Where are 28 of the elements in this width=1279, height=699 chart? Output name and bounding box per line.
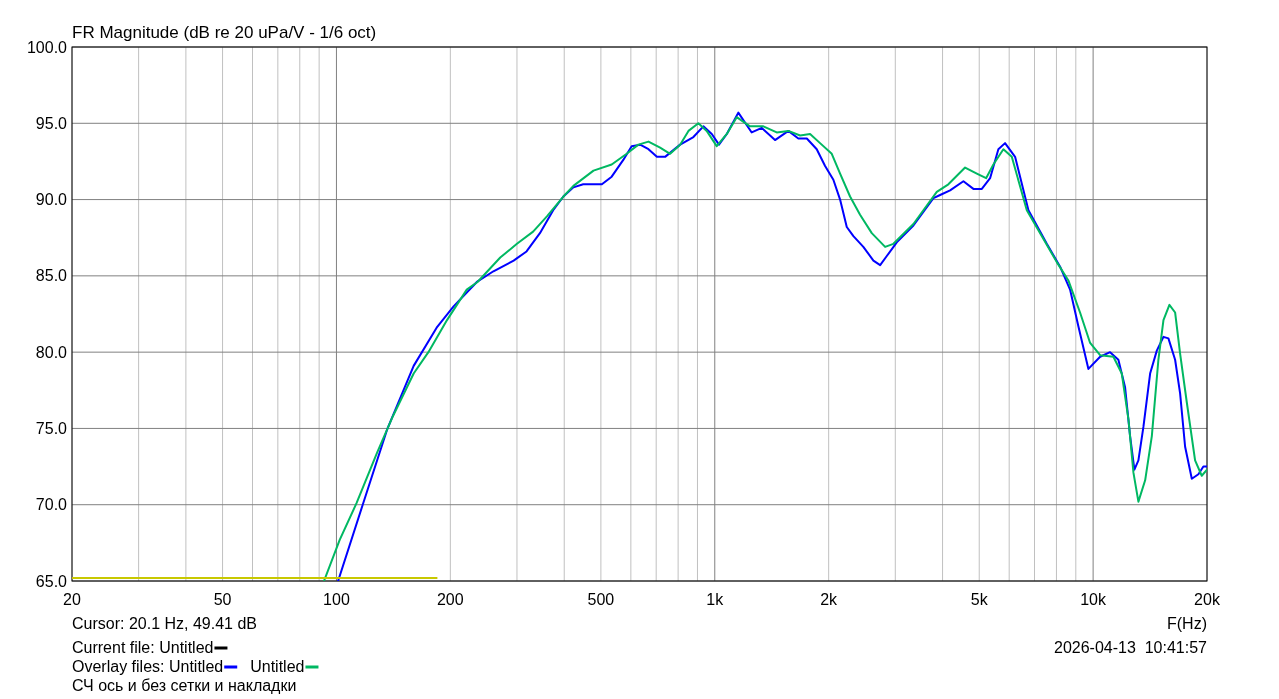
legend-label: Untitled xyxy=(250,658,305,675)
y-tick-label: 100.0 xyxy=(26,38,68,56)
x-tick-label: 500 xyxy=(587,591,615,608)
x-tick-label: 20 xyxy=(63,591,81,608)
text: Overlay files: xyxy=(72,658,165,675)
x-tick-label: 1k xyxy=(706,591,725,608)
x-tick-label: 10k xyxy=(1080,591,1108,608)
legend-label: Untitled xyxy=(168,658,224,675)
x-tick-label: 100 xyxy=(323,591,350,608)
y-tick-label: 90.0 xyxy=(35,191,68,209)
y-tick-label: 80.0 xyxy=(35,343,68,361)
y-tick-label: 70.0 xyxy=(35,496,68,514)
text: СЧ ось и без сетки и накладки xyxy=(72,677,297,694)
y-tick-label: 75.0 xyxy=(35,419,68,437)
x-tick-label: 50 xyxy=(213,591,232,608)
y-tick-label: 85.0 xyxy=(35,267,68,285)
text: Cursor: 20.1 Hz, 49.41 dB xyxy=(72,615,257,632)
x-tick-label: 200 xyxy=(436,591,464,608)
text: Current file: xyxy=(72,639,155,656)
legend-label: Untitled xyxy=(159,639,214,656)
x-tick-label: 5k xyxy=(970,591,989,608)
x-axis-title: F(Hz) xyxy=(1167,615,1207,632)
x-tick-label: 20k xyxy=(1194,591,1221,608)
y-tick-label: 65.0 xyxy=(35,572,68,590)
x-tick-label: 2k xyxy=(820,591,839,608)
y-tick-label: 95.0 xyxy=(35,114,68,132)
chart-title: FR Magnitude (dB re 20 uPa/V - 1/6 oct) xyxy=(72,23,377,42)
text: 2026-04-13 10:41:57 xyxy=(1053,639,1208,656)
